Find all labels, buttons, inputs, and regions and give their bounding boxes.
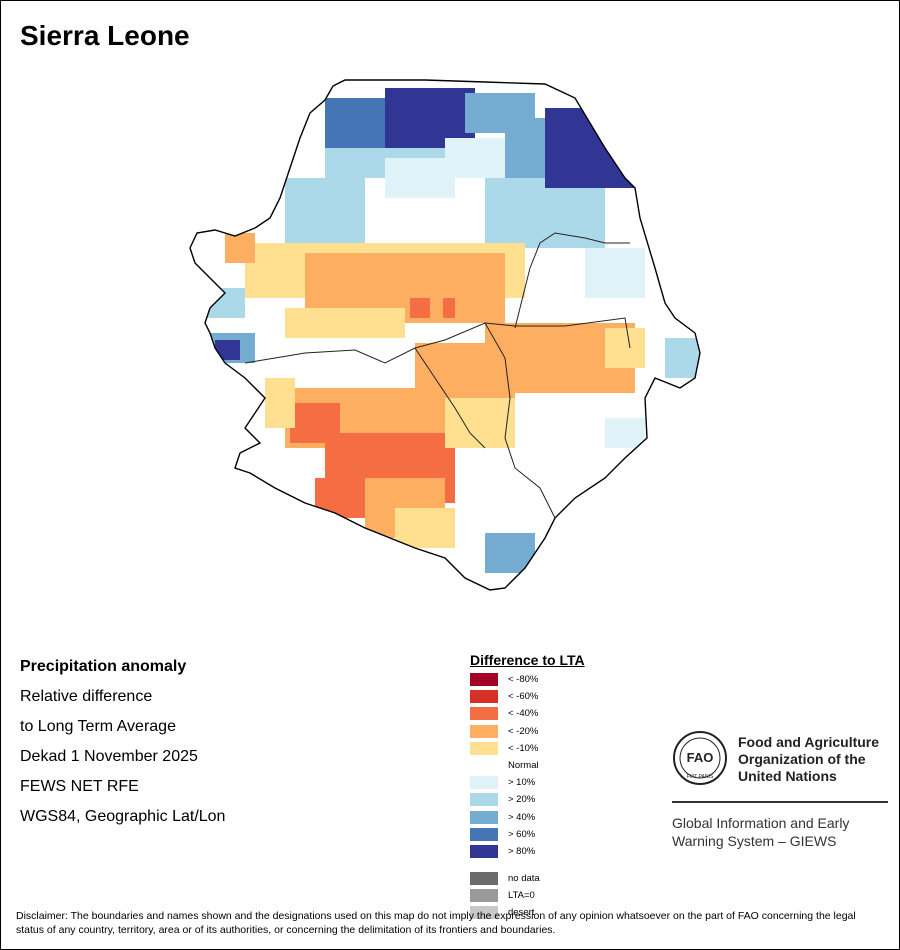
legend-label: desert (508, 907, 535, 919)
page-title: Sierra Leone (20, 20, 190, 51)
info-line: WGS84, Geographic Lat/Lon (20, 808, 226, 825)
legend-item: no data (470, 871, 585, 888)
legend-label: > 60% (508, 828, 536, 840)
legend-swatch (470, 741, 498, 755)
legend-swatch (470, 872, 498, 886)
legend-item: < -60% (470, 689, 585, 706)
legend-swatch (470, 724, 498, 738)
info-line: Relative difference (20, 688, 153, 705)
legend-label: > 80% (508, 845, 536, 857)
legend-swatch (470, 810, 498, 824)
legend-label: < -60% (508, 691, 539, 703)
legend-label: Normal (508, 759, 539, 771)
legend-label: LTA=0 (508, 890, 535, 902)
legend-item: > 20% (470, 792, 585, 809)
legend-label: no data (508, 873, 540, 885)
legend-swatch (470, 776, 498, 790)
legend-item: < -20% (470, 724, 585, 741)
legend-swatch (470, 889, 498, 903)
info-title: Precipitation anomaly (20, 658, 187, 675)
legend-label: > 10% (508, 777, 536, 789)
legend-item: < -40% (470, 706, 585, 723)
legend-label: < -20% (508, 725, 539, 737)
legend-item: Normal (470, 758, 585, 775)
giews-label: Global Information and Early Warning Sys… (672, 815, 850, 849)
legend-title: Difference to LTA (470, 652, 585, 668)
province-boundary (514, 232, 630, 329)
legend-item: desert (470, 905, 585, 922)
legend-label: < -40% (508, 708, 539, 720)
legend-item: > 80% (470, 844, 585, 861)
legend-swatch (470, 707, 498, 721)
info-line: to Long Term Average (20, 718, 176, 735)
anomaly-grid (190, 80, 700, 590)
info-line: Dekad 1 November 2025 (20, 748, 198, 765)
fao-logo-text: FAO (687, 750, 714, 765)
legend-label: > 40% (508, 811, 536, 823)
legend-swatch (470, 906, 498, 920)
province-boundary (414, 347, 486, 449)
fao-motto: FIAT PANIS (687, 774, 714, 780)
info-line: FEWS NET RFE (20, 778, 139, 795)
disclaimer: Disclaimer: The boundaries and names sho… (16, 910, 856, 936)
legend-item: < -80% (470, 672, 585, 689)
legend-label: < -80% (508, 674, 539, 685)
legend-label: > 20% (508, 794, 536, 806)
legend-label: < -10% (508, 742, 539, 754)
legend-item: > 60% (470, 827, 585, 844)
legend-item: > 10% (470, 775, 585, 792)
fao-logo: FAO FIAT PANIS (673, 731, 727, 785)
anomaly-map (189, 79, 701, 591)
legend-swatch (470, 793, 498, 807)
legend: Difference to LTA < -80% < -60% < -40% < -2… (470, 652, 585, 923)
legend-swatch (470, 844, 498, 858)
legend-swatch (470, 827, 498, 841)
province-boundary (484, 322, 556, 519)
legend-item: LTA=0 (470, 888, 585, 905)
legend-swatch (470, 673, 498, 686)
legend-item: > 40% (470, 810, 585, 827)
map-info: Precipitation anomaly Relative differenc… (20, 657, 225, 837)
province-boundary (244, 317, 631, 364)
divider (672, 801, 888, 803)
legend-swatch (470, 690, 498, 704)
fao-name: Food and Agriculture Organization of the… (738, 734, 880, 784)
legend-item: < -10% (470, 741, 585, 758)
